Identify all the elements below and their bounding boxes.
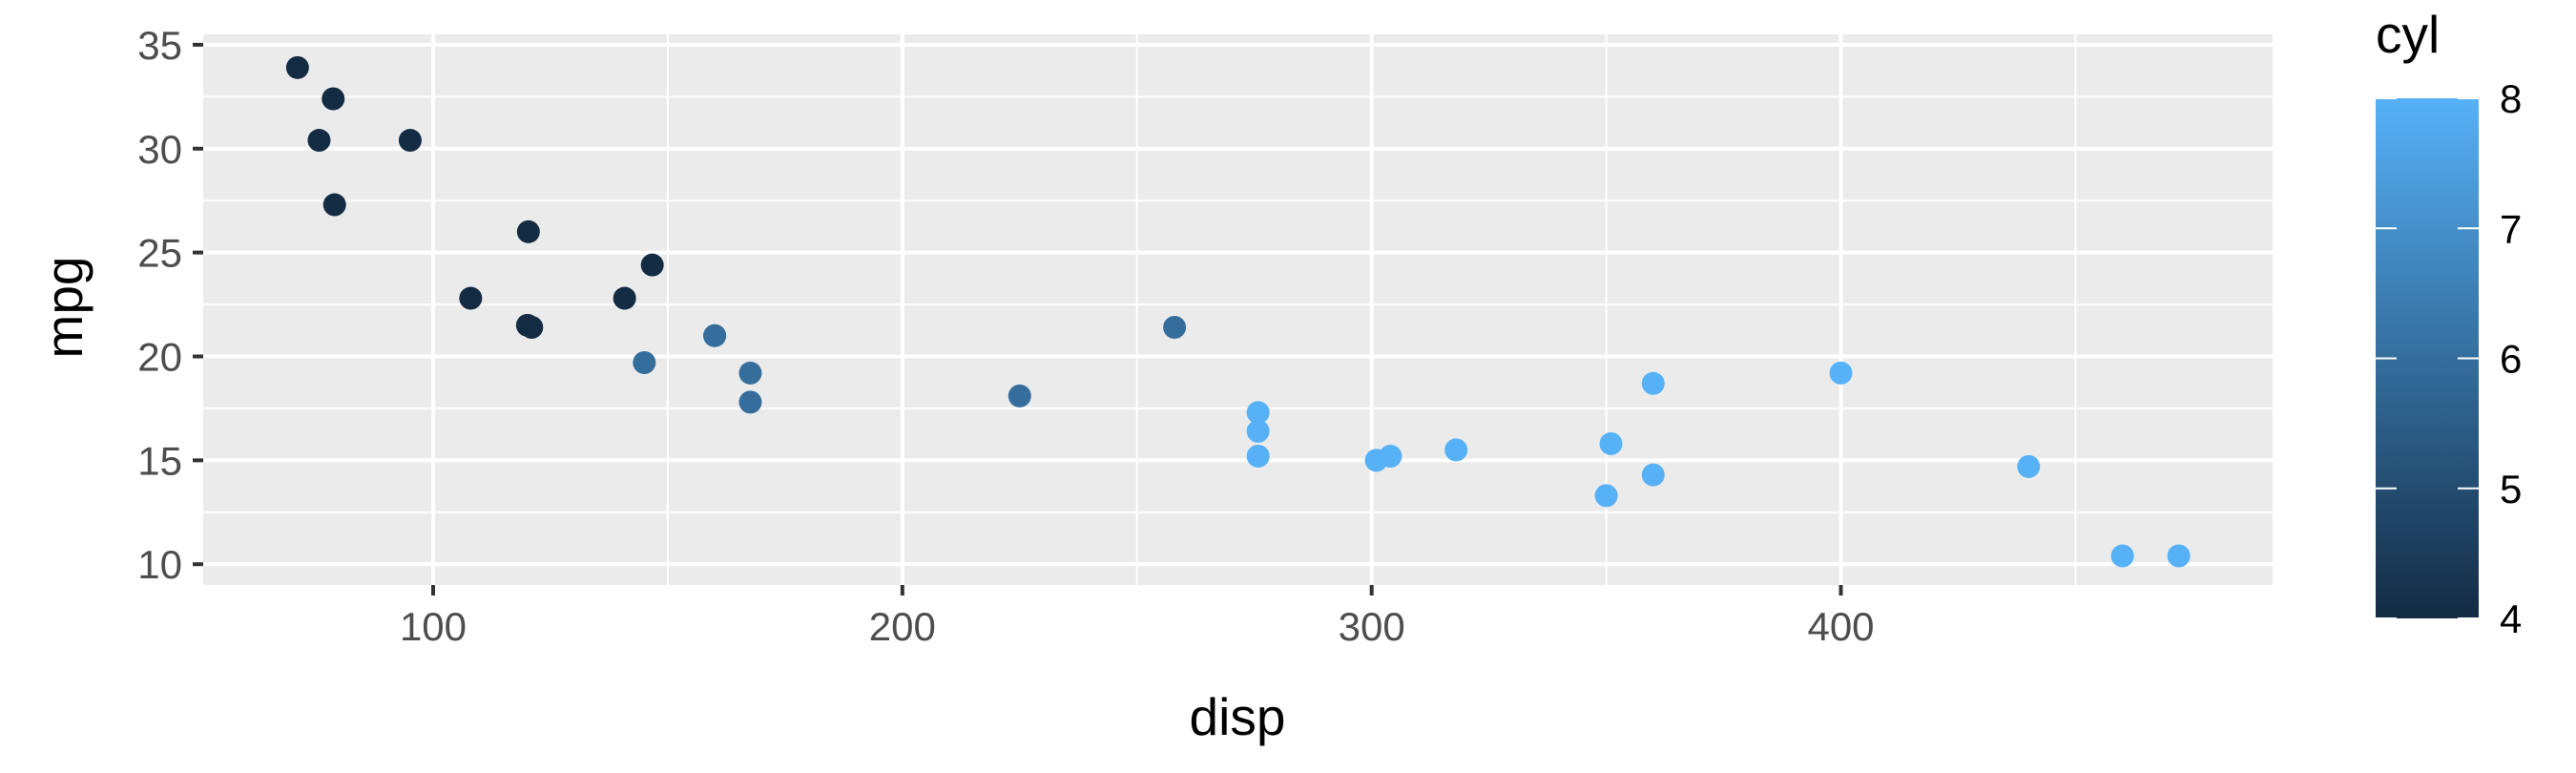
data-point (520, 316, 544, 340)
y-tick-label: 30 (137, 127, 182, 172)
x-tick-label: 200 (869, 604, 936, 649)
x-tick-label: 300 (1339, 604, 1405, 649)
data-point (1246, 419, 1270, 443)
data-point (640, 253, 664, 277)
data-point (613, 286, 636, 310)
y-axis-title: mpg (34, 257, 93, 359)
data-point (2017, 454, 2041, 478)
major-gridlines (203, 34, 2273, 585)
y-tick-label: 35 (137, 23, 182, 68)
colorbar-tick-label: 7 (2500, 206, 2522, 251)
data-point (1246, 445, 1270, 469)
data-point (1594, 484, 1618, 508)
data-point (1008, 384, 1031, 407)
data-point (703, 324, 727, 347)
data-point (322, 87, 345, 111)
minor-gridlines (203, 34, 2273, 585)
data-point (1444, 438, 1468, 462)
data-point (1641, 371, 1665, 395)
data-point (1641, 463, 1665, 487)
data-point (1599, 431, 1623, 455)
data-point (1163, 316, 1187, 340)
data-point (738, 390, 762, 414)
y-tick-label: 25 (137, 231, 182, 276)
colorbar-tick-label: 8 (2500, 76, 2522, 121)
data-point (307, 129, 331, 153)
data-point (459, 286, 483, 310)
data-point (285, 55, 309, 79)
x-axis: 100 200 300 400 (400, 585, 1875, 649)
colorbar-ticks: 4 5 6 7 8 (2376, 76, 2522, 641)
y-tick-label: 10 (137, 542, 182, 587)
x-tick-label: 100 (400, 604, 467, 649)
color-legend: cyl 4 5 6 7 8 (2376, 5, 2522, 641)
data-point (1364, 449, 1388, 472)
y-axis: 10 15 20 25 30 35 (137, 23, 203, 587)
y-tick-label: 15 (137, 438, 182, 483)
data-point (2110, 544, 2134, 568)
data-points (285, 55, 2191, 568)
data-point (322, 193, 346, 217)
plot-panel (203, 34, 2273, 585)
colorbar-tick-label: 4 (2500, 596, 2522, 641)
data-point (738, 361, 762, 385)
data-point (2167, 544, 2191, 568)
colorbar-tick-label: 6 (2500, 337, 2522, 382)
data-point (633, 351, 656, 375)
data-point (1246, 401, 1270, 425)
y-tick-label: 20 (137, 334, 182, 379)
data-point (516, 219, 540, 243)
data-point (398, 129, 422, 153)
data-point (1829, 361, 1853, 385)
x-axis-title: disp (1190, 687, 1286, 746)
x-tick-label: 400 (1807, 604, 1874, 649)
colorbar-tick-label: 5 (2500, 467, 2522, 512)
legend-title: cyl (2376, 5, 2440, 64)
